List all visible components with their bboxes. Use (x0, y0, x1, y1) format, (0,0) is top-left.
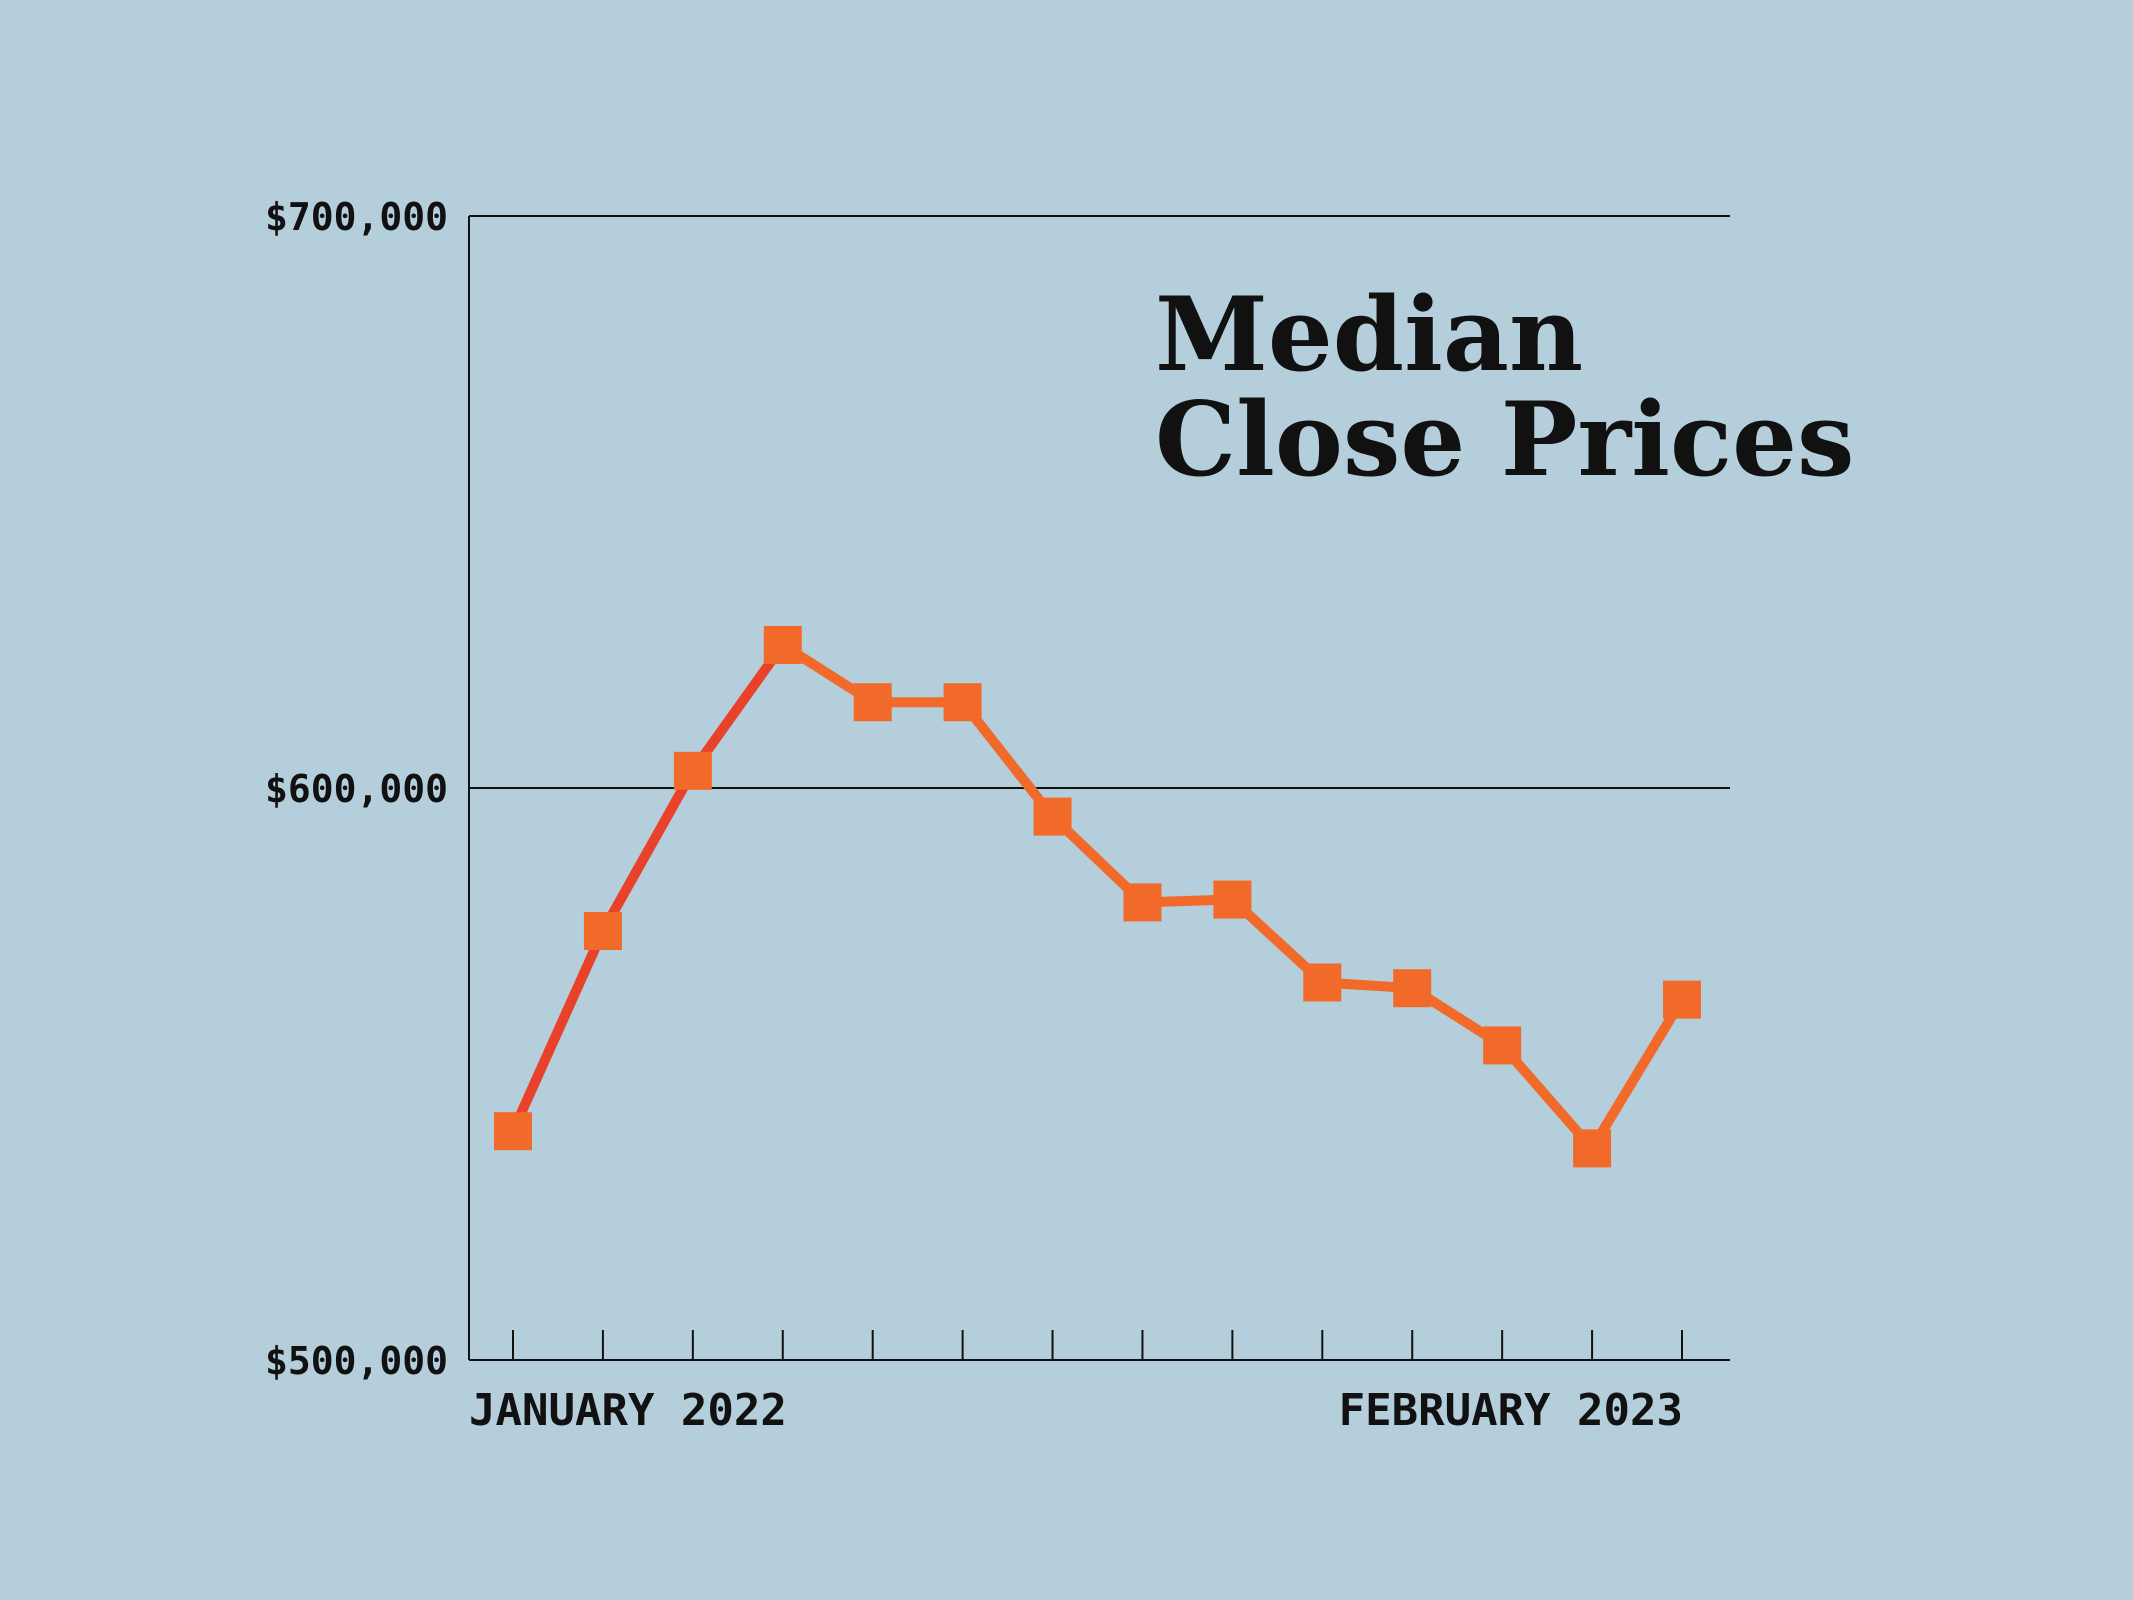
chart-title: Median Close Prices (1155, 275, 1854, 500)
y-tick-label-2: $500,000 (265, 1339, 448, 1383)
y-tick-label-1: $600,000 (265, 767, 448, 811)
data-point-2 (673, 751, 712, 790)
y-tick-label-0: $700,000 (265, 195, 448, 239)
series-segment-5 (957, 697, 1058, 822)
series-segment-2 (687, 640, 788, 776)
data-point-1 (583, 912, 622, 950)
chart-title-line-2: Close Prices (1155, 380, 1854, 500)
y-tick-labels: $700,000 $600,000 $500,000 (265, 195, 448, 1383)
data-point-0 (494, 1112, 532, 1151)
data-point-8 (1213, 880, 1252, 919)
data-point-4 (853, 683, 892, 722)
series-segment-12 (1587, 994, 1687, 1154)
data-point-13 (1663, 980, 1701, 1019)
data-point-12 (1573, 1129, 1612, 1168)
tick-layer (512, 1330, 1683, 1360)
data-point-7 (1123, 883, 1162, 922)
data-point-5 (943, 683, 982, 722)
series-segment-1 (597, 765, 698, 936)
x-end-label: FEBRUARY 2023 (1339, 1385, 1683, 1436)
series-segment-0 (508, 926, 608, 1137)
chart-title-line-1: Median (1155, 275, 1583, 395)
series-layer (508, 640, 1687, 1154)
data-point-3 (763, 626, 802, 664)
data-point-10 (1393, 969, 1432, 1008)
data-point-6 (1033, 797, 1072, 836)
x-start-label: JANUARY 2022 (469, 1385, 787, 1436)
data-point-9 (1303, 963, 1342, 1002)
data-point-11 (1483, 1026, 1522, 1065)
marker-layer (494, 626, 1701, 1168)
